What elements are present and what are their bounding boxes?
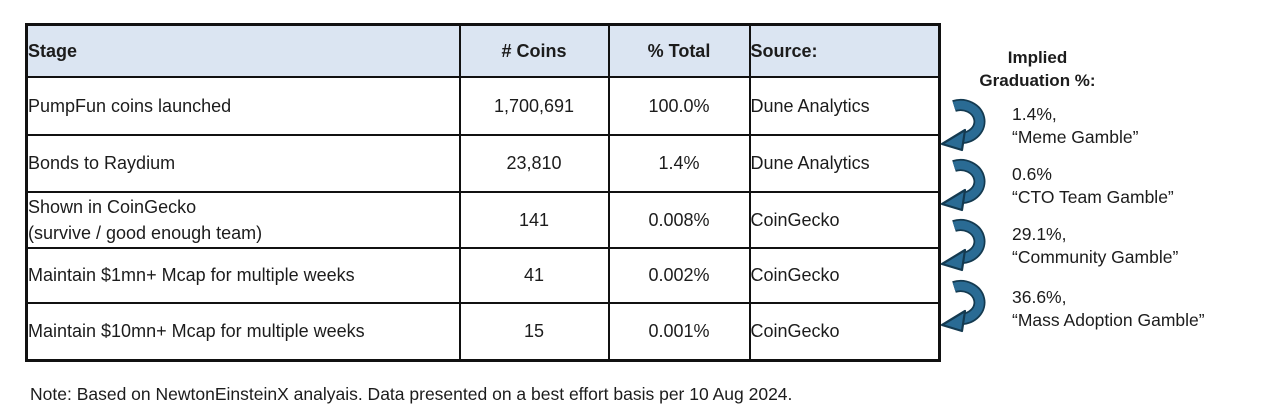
curved-arrow-icon <box>940 219 986 272</box>
curved-arrow-icon <box>940 159 986 212</box>
table-row: PumpFun coins launched 1,700,691 100.0% … <box>25 76 941 136</box>
cell-stage: Bonds to Raydium <box>25 134 461 193</box>
table-row: Maintain $10mn+ Mcap for multiple weeks … <box>25 302 941 362</box>
graduation-name: “Community Gamble” <box>1012 247 1179 267</box>
title-line-1: Implied <box>1007 48 1068 67</box>
cell-stage: Maintain $1mn+ Mcap for multiple weeks <box>25 247 461 304</box>
graduation-name: “Mass Adoption Gamble” <box>1012 310 1205 330</box>
graduation-pct: 29.1%, <box>1012 224 1067 244</box>
graduation-label: 0.6% “CTO Team Gamble” <box>1012 163 1262 209</box>
table-row: Shown in CoinGecko (survive / good enoug… <box>25 191 941 249</box>
title-line-2: Graduation %: <box>979 71 1096 90</box>
cell-pct: 0.002% <box>607 247 751 304</box>
graduation-name: “CTO Team Gamble” <box>1012 187 1174 207</box>
cell-stage: PumpFun coins launched <box>25 76 461 136</box>
header-stage: Stage <box>25 23 461 78</box>
cell-source: CoinGecko <box>748 302 941 362</box>
table-row: Maintain $1mn+ Mcap for multiple weeks 4… <box>25 247 941 304</box>
cell-stage: Maintain $10mn+ Mcap for multiple weeks <box>25 302 461 362</box>
header-source: Source: <box>748 23 941 78</box>
cell-source: Dune Analytics <box>748 76 941 136</box>
header-coins: # Coins <box>458 23 610 78</box>
header-pct: % Total <box>607 23 751 78</box>
cell-source: CoinGecko <box>748 191 941 249</box>
cell-coins: 15 <box>458 302 610 362</box>
footnote: Note: Based on NewtonEinsteinX analyais.… <box>30 384 793 404</box>
graduation-pct: 36.6%, <box>1012 287 1067 307</box>
graduation-pct: 1.4%, <box>1012 104 1057 124</box>
cell-coins: 41 <box>458 247 610 304</box>
graduation-name: “Meme Gamble” <box>1012 127 1139 147</box>
implied-graduation-title: Implied Graduation %: <box>955 46 1120 92</box>
stage-line-2: (survive / good enough team) <box>28 223 263 243</box>
cell-coins: 1,700,691 <box>458 76 610 136</box>
cell-coins: 23,810 <box>458 134 610 193</box>
table-row: Bonds to Raydium 23,810 1.4% Dune Analyt… <box>25 134 941 193</box>
cell-coins: 141 <box>458 191 610 249</box>
graduation-label: 29.1%, “Community Gamble” <box>1012 223 1262 269</box>
curved-arrow-icon <box>940 99 986 152</box>
cell-pct: 100.0% <box>607 76 751 136</box>
cell-source: Dune Analytics <box>748 134 941 193</box>
pumpfun-funnel-table: Stage # Coins % Total Source: PumpFun co… <box>25 23 941 362</box>
table-header-row: Stage # Coins % Total Source: <box>25 23 941 78</box>
graduation-label: 1.4%, “Meme Gamble” <box>1012 103 1262 149</box>
cell-pct: 0.001% <box>607 302 751 362</box>
cell-source: CoinGecko <box>748 247 941 304</box>
cell-pct: 1.4% <box>607 134 751 193</box>
stage-line-1: Shown in CoinGecko <box>28 197 197 217</box>
curved-arrow-icon <box>940 280 986 333</box>
graduation-label: 36.6%, “Mass Adoption Gamble” <box>1012 286 1262 332</box>
cell-pct: 0.008% <box>607 191 751 249</box>
graduation-pct: 0.6% <box>1012 164 1052 184</box>
cell-stage: Shown in CoinGecko (survive / good enoug… <box>25 191 461 249</box>
